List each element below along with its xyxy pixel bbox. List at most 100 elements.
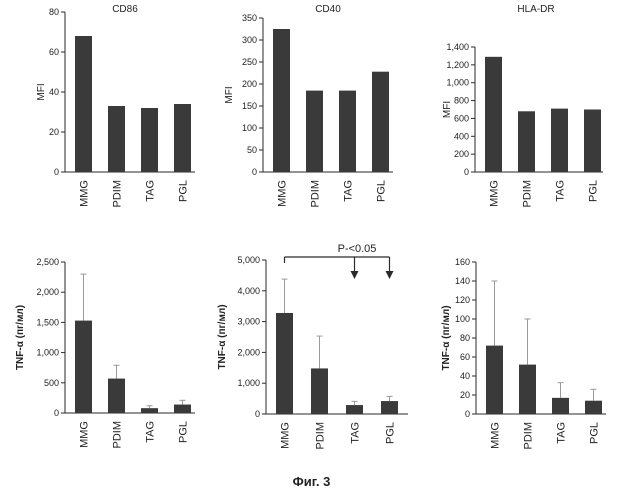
y-tick-label: 800 — [454, 96, 469, 106]
y-axis-title: MFI — [442, 101, 453, 118]
y-tick-label: 1,400 — [446, 42, 469, 52]
y-axis-title: TNF-α (пг/мл) — [15, 305, 26, 370]
bar-pgl — [372, 72, 389, 172]
category-label-pdim: PDIM — [112, 421, 124, 449]
y-axis-title: TNF-α (пг/мл) — [217, 304, 228, 369]
chart-panel-6: 0 20 40 60 80 100 120 140 160 MMG PDIM TAG PGL TNF-α … — [441, 257, 606, 450]
category-label-tag: TAG — [555, 180, 567, 202]
y-tick-label: 20 — [460, 390, 470, 400]
significance-label: P-<0.05 — [338, 243, 377, 255]
chart-panel-3: 02004006008001,0001,2001,400MMGPDIMTAGPG… — [442, 4, 603, 208]
category-label-mmg: MMG — [79, 180, 91, 207]
bar-pdim — [108, 379, 125, 413]
category-label-mmg: MMG — [79, 421, 91, 448]
y-tick-label: 60 — [49, 47, 59, 57]
bar-pdim — [306, 91, 323, 172]
y-tick-label: 50 — [247, 145, 257, 155]
y-tick-label: 400 — [454, 131, 469, 141]
y-axis-title: MFI — [36, 83, 47, 100]
chart-title: HLA-DR — [517, 4, 554, 15]
chart-panel-4: 0 500 1,000 1,500 2,000 2,500 MMG PDIM TAG PGL TNF… — [15, 257, 195, 449]
y-tick-label: 0 — [464, 167, 469, 177]
category-label-pdim: PDIM — [310, 180, 322, 208]
y-tick-label: 2,000 — [237, 347, 260, 357]
y-tick-label: 0 — [255, 409, 260, 419]
bar-pdim — [519, 365, 536, 414]
bar-pgl — [584, 110, 601, 173]
y-tick-label: 500 — [44, 378, 59, 388]
significance-arrow-head — [386, 271, 394, 279]
y-tick-label: 1,200 — [446, 60, 469, 70]
y-axis-title: MFI — [224, 86, 235, 103]
bar-tag — [552, 398, 569, 414]
y-tick-label: 40 — [49, 87, 59, 97]
y-tick-label: 1,000 — [446, 78, 469, 88]
category-label-mmg: MMG — [280, 422, 292, 449]
category-label-pdim: PDIM — [523, 422, 535, 450]
bar-tag — [346, 405, 363, 414]
y-tick-label: 80 — [460, 333, 470, 343]
bar-mmg — [276, 313, 293, 414]
y-tick-label: 100 — [242, 123, 257, 133]
significance-arrow-head — [351, 271, 359, 279]
y-tick-label: 2,500 — [36, 257, 59, 267]
y-tick-label: 1,500 — [36, 317, 59, 327]
y-tick-label: 0 — [54, 167, 59, 177]
y-tick-label: 0 — [252, 167, 257, 177]
y-tick-label: 140 — [455, 276, 470, 286]
bar-tag — [141, 108, 158, 172]
y-tick-label: 600 — [454, 113, 469, 123]
y-tick-label: 200 — [454, 149, 469, 159]
y-tick-label: 80 — [49, 7, 59, 17]
y-tick-label: 160 — [455, 257, 470, 267]
y-tick-label: 300 — [242, 35, 257, 45]
bar-mmg — [273, 29, 290, 172]
category-label-mmg: MMG — [489, 180, 501, 207]
y-tick-label: 1,000 — [36, 348, 59, 358]
category-label-pdim: PDIM — [522, 180, 534, 208]
category-label-mmg: MMG — [277, 180, 289, 207]
bar-pgl — [174, 405, 191, 413]
y-tick-label: 5,000 — [237, 255, 260, 265]
category-label-tag: TAG — [350, 422, 362, 444]
bar-pgl — [381, 401, 398, 414]
y-tick-label: 40 — [460, 371, 470, 381]
chart-panel-1: 020406080MMGPDIMTAGPGLCD86MFI — [36, 4, 195, 208]
category-label-pgl: PGL — [385, 422, 397, 444]
category-label-pgl: PGL — [589, 422, 601, 444]
bar-tag — [551, 109, 568, 172]
category-label-tag: TAG — [343, 180, 355, 202]
chart-title: CD40 — [315, 4, 341, 15]
bar-mmg — [485, 57, 502, 172]
category-label-pgl: PGL — [376, 180, 388, 202]
bar-tag — [339, 91, 356, 172]
bar-pdim — [311, 368, 328, 414]
y-tick-label: 60 — [460, 352, 470, 362]
y-tick-label: 350 — [242, 13, 257, 23]
bar-tag — [141, 408, 158, 413]
y-tick-label: 100 — [455, 314, 470, 324]
bar-pdim — [518, 111, 535, 172]
y-tick-label: 0 — [54, 408, 59, 418]
bar-mmg — [75, 36, 92, 172]
y-tick-label: 200 — [242, 79, 257, 89]
y-tick-label: 20 — [49, 127, 59, 137]
category-label-pdim: PDIM — [112, 180, 124, 208]
y-tick-label: 2,000 — [36, 287, 59, 297]
category-label-mmg: MMG — [490, 422, 502, 449]
bar-mmg — [486, 346, 503, 414]
category-label-pgl: PGL — [178, 421, 190, 443]
y-tick-label: 0 — [465, 409, 470, 419]
y-axis-title: TNF-α (пг/мл) — [441, 305, 452, 370]
category-label-pdim: PDIM — [315, 422, 327, 450]
bar-pgl — [174, 104, 191, 172]
y-tick-label: 1,000 — [237, 378, 260, 388]
bar-pgl — [585, 401, 602, 414]
chart-title: CD86 — [112, 4, 138, 15]
y-tick-label: 250 — [242, 57, 257, 67]
y-tick-label: 3,000 — [237, 317, 260, 327]
y-tick-label: 120 — [455, 295, 470, 305]
category-label-tag: TAG — [145, 421, 157, 443]
category-label-tag: TAG — [556, 422, 568, 444]
